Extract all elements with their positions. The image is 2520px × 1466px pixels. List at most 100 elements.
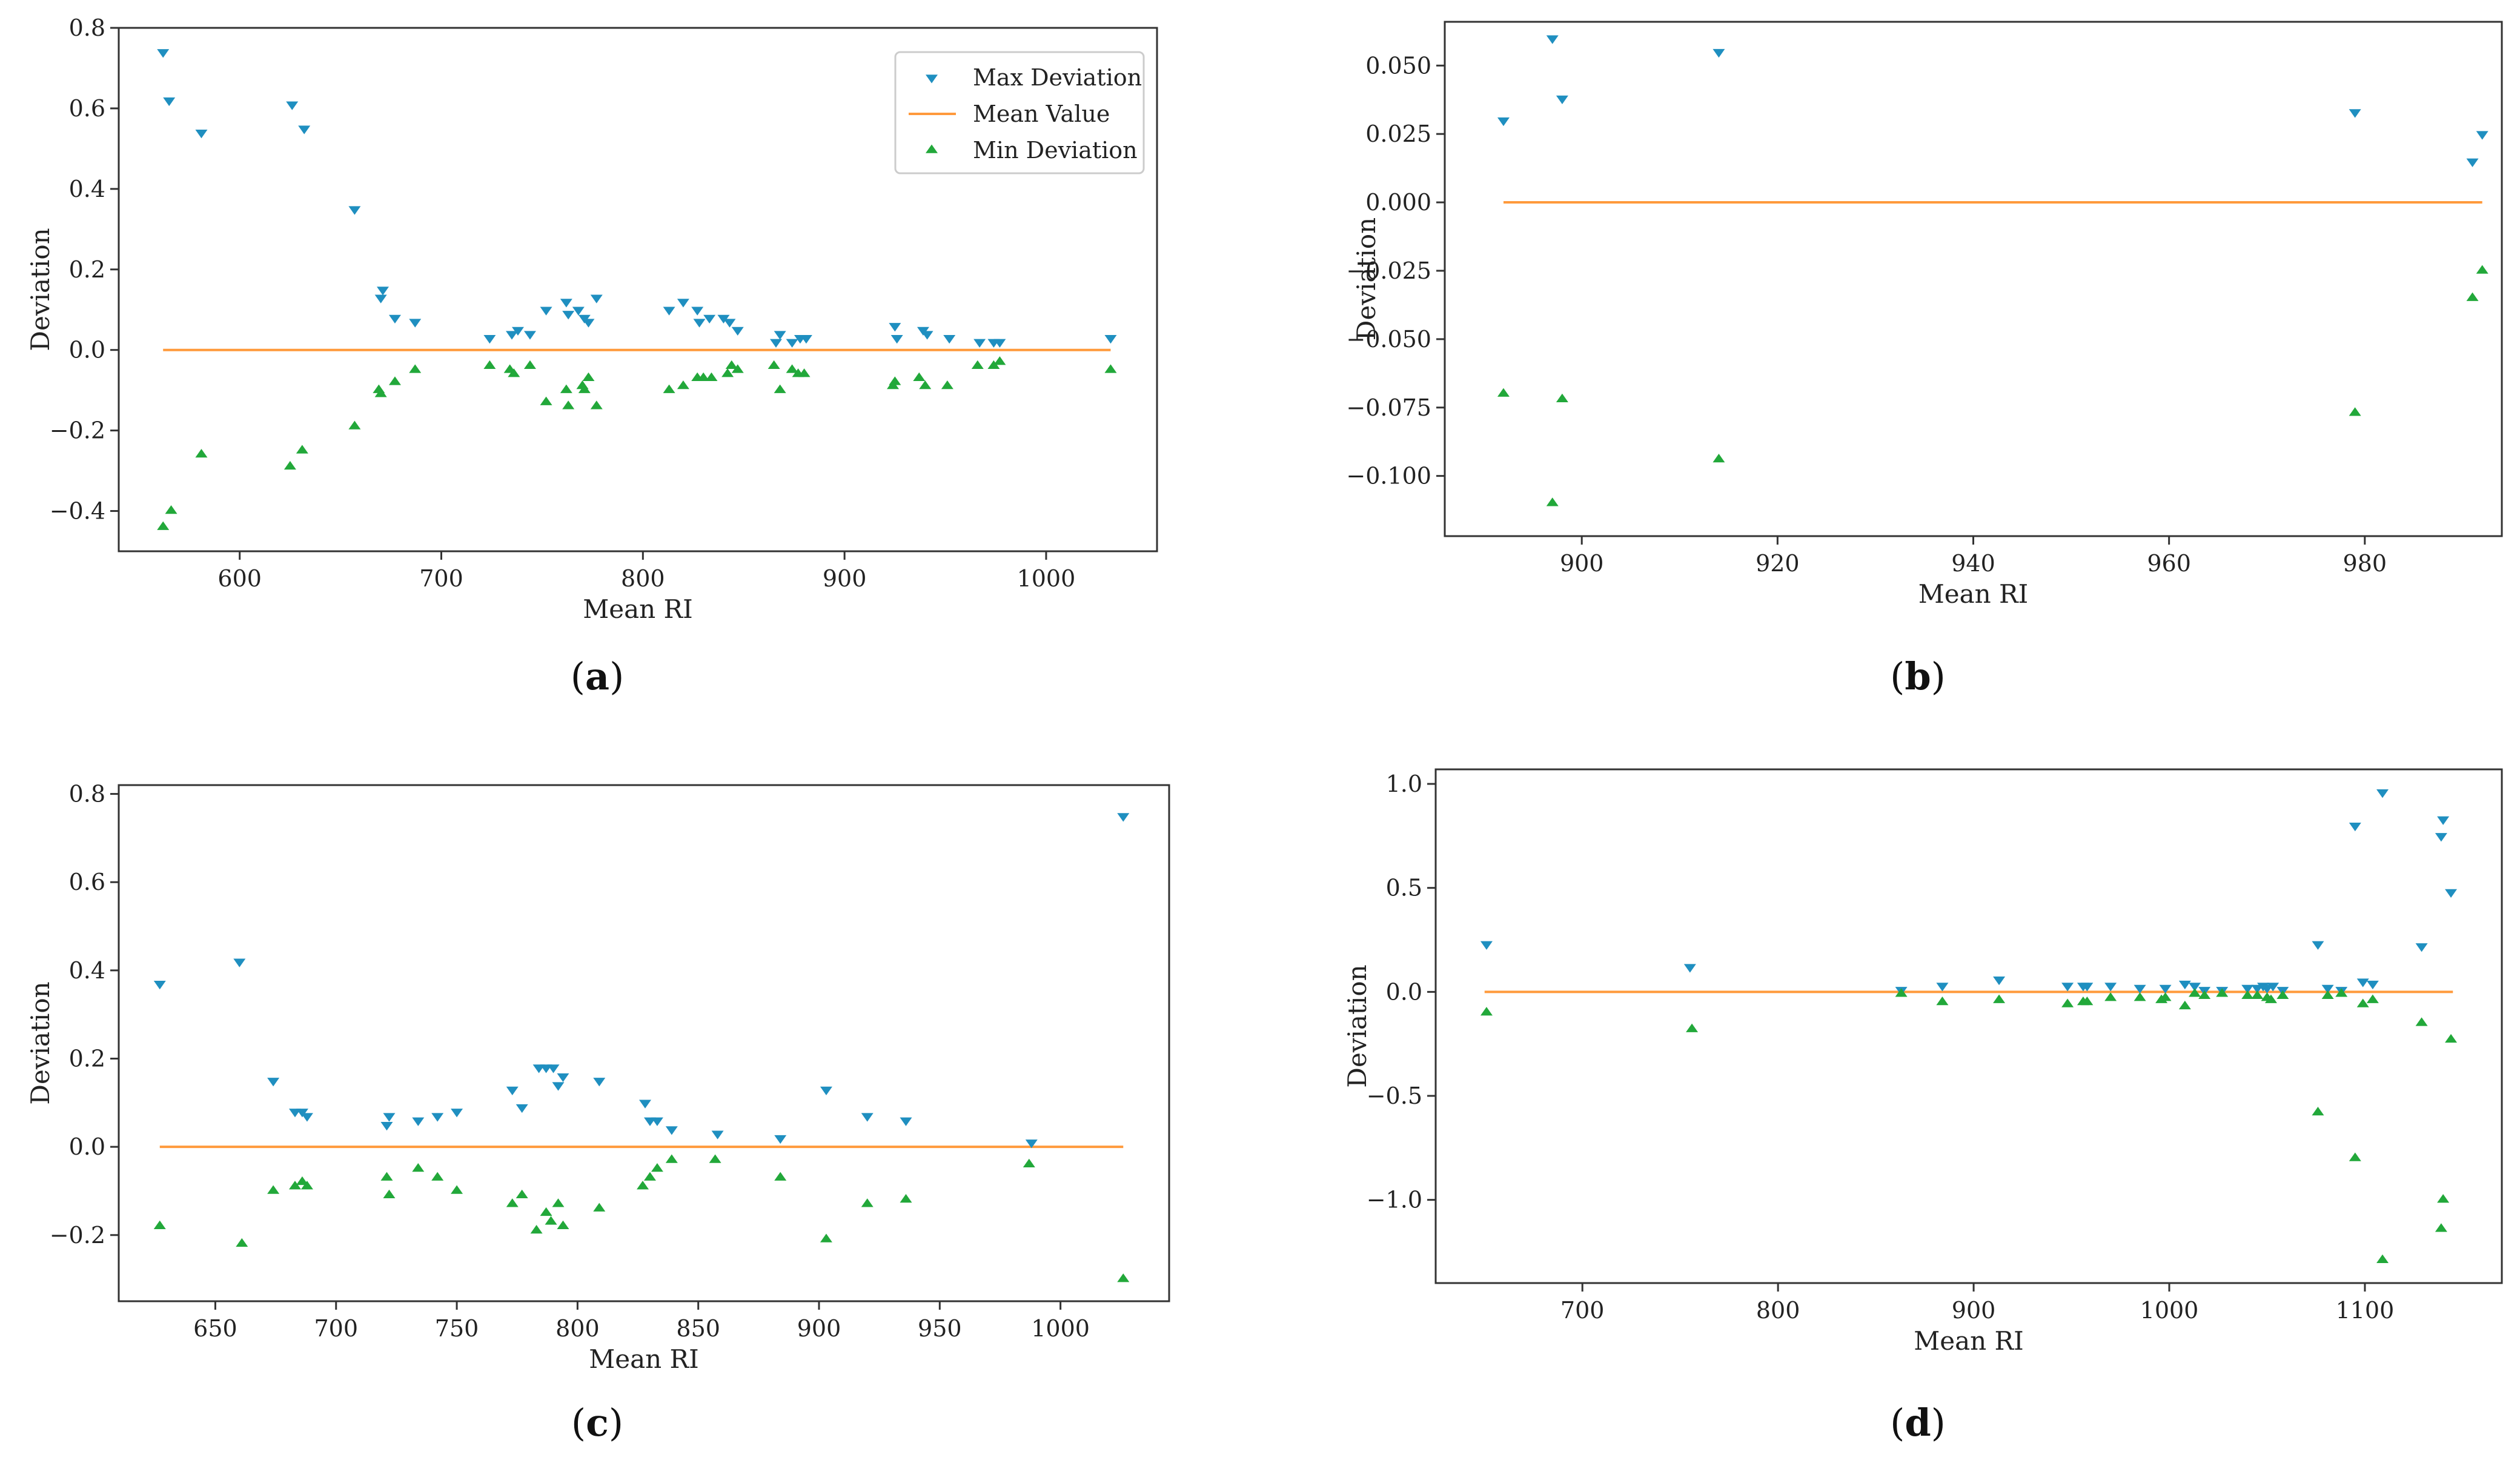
max-deviation-point bbox=[506, 1086, 519, 1095]
max-deviation-point bbox=[383, 1113, 396, 1122]
max-deviation-point bbox=[2178, 980, 2191, 990]
min-deviation-point bbox=[157, 521, 170, 530]
min-deviation-point bbox=[2349, 1152, 2361, 1161]
min-deviation-point bbox=[195, 448, 208, 458]
min-deviation-point bbox=[2321, 990, 2334, 999]
x-tick-label: 650 bbox=[193, 1315, 237, 1342]
x-tick-label: 980 bbox=[2343, 550, 2387, 577]
max-deviation-point bbox=[409, 319, 422, 328]
min-deviation-point bbox=[721, 368, 734, 377]
panel-label-d: (d) bbox=[1890, 1401, 1946, 1445]
max-deviation-point bbox=[572, 307, 585, 316]
min-deviation-point bbox=[296, 1176, 308, 1186]
min-deviation-point bbox=[300, 1181, 313, 1190]
min-deviation-point bbox=[412, 1163, 425, 1172]
min-deviation-point bbox=[2061, 998, 2074, 1007]
max-deviation-point bbox=[1546, 35, 1559, 44]
min-deviation-point bbox=[409, 364, 422, 373]
min-deviation-point bbox=[2134, 992, 2146, 1001]
min-deviation-point bbox=[383, 1189, 396, 1198]
max-deviation-point bbox=[889, 323, 901, 332]
max-deviation-point bbox=[2241, 984, 2254, 993]
min-deviation-point bbox=[1936, 997, 1949, 1006]
max-deviation-point bbox=[516, 1104, 528, 1113]
x-axis-label: Mean RI bbox=[1914, 1326, 2024, 1356]
y-tick-label: 0.5 bbox=[1386, 875, 1422, 901]
min-deviation-point bbox=[774, 1172, 787, 1181]
max-deviation-point bbox=[2061, 983, 2074, 992]
min-deviation-point bbox=[2188, 988, 2201, 997]
legend-min-swatch bbox=[926, 144, 938, 153]
max-deviation-point bbox=[552, 1082, 565, 1091]
min-deviation-point bbox=[2081, 997, 2094, 1006]
chart-b: 900 920 940 960 980 −0.100 −0.075 −0.050 −0.025 0… bbox=[1346, 21, 2503, 609]
min-deviation-point bbox=[705, 372, 718, 381]
x-tick-label: 900 bbox=[1952, 1297, 1996, 1324]
plot-frame bbox=[1434, 768, 2503, 1284]
min-deviation-point bbox=[677, 380, 689, 390]
min-deviation-point bbox=[1023, 1158, 1035, 1168]
y-tick-label: 0.050 bbox=[1365, 52, 1431, 79]
max-deviation-point bbox=[890, 335, 903, 344]
max-deviation-point bbox=[2415, 943, 2428, 952]
min-deviation-point bbox=[2445, 1033, 2458, 1043]
panel-label-b: (b) bbox=[1890, 654, 1946, 698]
min-deviation-point bbox=[941, 380, 953, 390]
y-tick-label: −0.100 bbox=[1346, 463, 1431, 489]
max-deviation-point bbox=[973, 339, 986, 348]
y-tick-label: −0.2 bbox=[50, 1222, 105, 1249]
max-deviation-point bbox=[786, 339, 798, 348]
min-deviation-point bbox=[2216, 988, 2229, 997]
max-deviation-point bbox=[900, 1117, 912, 1126]
max-deviation-point bbox=[2134, 984, 2146, 993]
x-tick-label: 700 bbox=[419, 565, 463, 592]
max-deviation-point bbox=[157, 49, 170, 58]
max-deviation-point bbox=[590, 294, 603, 303]
y-tick-label: 0.6 bbox=[69, 869, 105, 895]
min-deviation-point bbox=[987, 360, 1000, 370]
x-tick-label: 900 bbox=[823, 565, 867, 592]
min-deviation-point bbox=[913, 372, 926, 381]
max-deviation-point bbox=[431, 1113, 444, 1122]
y-tick-label: 0.6 bbox=[69, 95, 105, 122]
max-deviation-point bbox=[2466, 158, 2479, 167]
max-deviation-point bbox=[921, 331, 933, 340]
max-deviation-point bbox=[505, 331, 518, 340]
max-deviation-point bbox=[1713, 48, 1725, 58]
y-tick-label: −0.075 bbox=[1346, 394, 1431, 421]
min-deviation-point bbox=[2437, 1194, 2450, 1203]
y-tick-label: 0.4 bbox=[69, 176, 105, 202]
min-deviation-point bbox=[919, 380, 932, 390]
max-deviation-point bbox=[2188, 983, 2201, 992]
y-tick-label: 0.0 bbox=[69, 337, 105, 363]
max-deviation-point bbox=[2267, 983, 2280, 992]
min-deviation-point bbox=[2415, 1017, 2428, 1026]
min-deviation-point bbox=[1895, 988, 1908, 997]
min-deviation-point bbox=[578, 384, 591, 393]
max-deviation-point bbox=[2476, 131, 2488, 140]
chart-d: 700 800 900 1000 1100 −1.0 −0.5 0.0 0.5 1.0 Mean R… bbox=[1342, 768, 2503, 1356]
max-deviation-point bbox=[582, 319, 595, 328]
min-deviation-point bbox=[2335, 988, 2348, 997]
min-deviation-point bbox=[1104, 364, 1117, 373]
min-deviation-point bbox=[725, 360, 738, 370]
x-tick-label: 1000 bbox=[1031, 1315, 1090, 1342]
x-tick-label: 950 bbox=[918, 1315, 962, 1342]
max-deviation-point bbox=[723, 319, 736, 328]
max-deviation-point bbox=[943, 335, 956, 344]
min-deviation-point bbox=[1117, 1273, 1130, 1282]
max-deviation-point bbox=[483, 335, 496, 344]
panel-label-c: (c) bbox=[571, 1401, 624, 1445]
y-tick-label: 0.2 bbox=[69, 1045, 105, 1072]
max-deviation-point bbox=[296, 1109, 308, 1118]
min-deviation-point bbox=[637, 1181, 649, 1190]
min-deviation-point bbox=[1993, 994, 2006, 1003]
min-deviation-point bbox=[971, 360, 984, 370]
min-deviation-point bbox=[731, 364, 744, 373]
max-deviation-point bbox=[374, 294, 387, 303]
min-deviation-point bbox=[820, 1233, 832, 1242]
y-tick-label: 1.0 bbox=[1386, 771, 1422, 797]
min-deviation-point bbox=[900, 1194, 912, 1203]
chart-a: 600 700 800 900 1000 −0.4 −0.2 0.0 0.2 0.4 0.6 0.8 M… bbox=[25, 15, 1158, 624]
y-tick-label: −0.4 bbox=[50, 498, 105, 525]
